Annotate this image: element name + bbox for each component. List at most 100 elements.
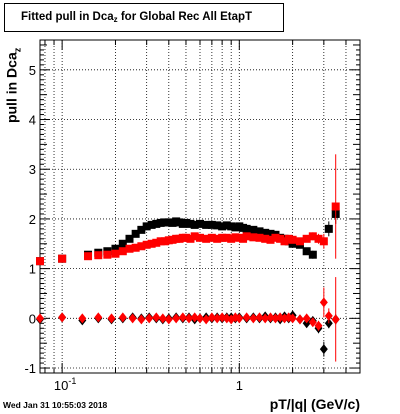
data-point [186, 234, 195, 243]
data-point [213, 313, 222, 324]
data-point [128, 313, 137, 324]
data-point [319, 297, 328, 308]
data-point [36, 257, 44, 266]
y-tick-label: 1 [29, 262, 36, 277]
data-point [295, 237, 304, 246]
data-point [227, 222, 236, 231]
data-point [207, 220, 216, 229]
data-point [308, 232, 317, 241]
data-point [295, 314, 304, 325]
data-point [302, 247, 311, 256]
data-point [255, 312, 264, 323]
data-point [261, 313, 270, 324]
data-point [118, 247, 127, 256]
data-point [158, 313, 167, 324]
data-point [213, 221, 222, 230]
data-point [261, 228, 270, 237]
data-point [331, 314, 340, 325]
data-point [222, 221, 231, 230]
data-point [131, 229, 140, 238]
y-tick-label: 3 [29, 162, 36, 177]
data-point [181, 218, 190, 227]
data-point [271, 233, 280, 242]
data-point [308, 317, 317, 328]
data-point [302, 234, 311, 243]
data-point [196, 233, 204, 242]
y-tick-label: 4 [29, 113, 36, 128]
y-tick-label: 2 [29, 212, 36, 227]
data-point [255, 227, 264, 236]
data-point [118, 312, 127, 323]
data-point [142, 222, 151, 231]
series-3 [36, 277, 340, 362]
data-point [36, 313, 44, 324]
chart-title: Fitted pull in Dcaz for Global Rec All E… [4, 3, 284, 32]
data-point [266, 235, 275, 244]
data-point [94, 312, 103, 323]
data-point [249, 225, 258, 234]
data-point [308, 250, 317, 259]
title-suffix: for Global Rec All EtapT [117, 11, 253, 23]
data-point [288, 235, 297, 244]
data-point [324, 310, 333, 321]
data-point [145, 313, 154, 324]
x-tick-label: 10-1 [54, 376, 76, 393]
timestamp-footer: Wed Jan 31 10:55:03 2018 [3, 400, 108, 410]
data-point [58, 312, 67, 323]
data-point [137, 314, 146, 325]
data-point [235, 313, 244, 324]
data-point [266, 229, 275, 238]
data-point [288, 313, 297, 324]
data-point [131, 243, 140, 252]
data-point [147, 220, 156, 229]
data-point [152, 238, 161, 247]
data-marks [36, 154, 340, 362]
data-point [190, 232, 199, 241]
data-point [156, 237, 165, 246]
data-point [94, 251, 103, 260]
data-point [242, 312, 251, 323]
y-tick-label: 5 [29, 63, 36, 78]
data-point [84, 252, 93, 261]
data-point [207, 312, 216, 323]
data-point [111, 244, 120, 253]
title-subscript: z [113, 15, 118, 24]
y-axis-label-subscript: z [12, 47, 23, 53]
data-point [324, 224, 333, 233]
data-point [202, 234, 211, 243]
y-tick-label: -1 [24, 361, 36, 376]
axis-ticks: 10-1 1 -1 0 1 2 3 4 5 [24, 40, 360, 393]
data-point [261, 234, 270, 243]
data-point [222, 233, 231, 242]
data-point [190, 220, 199, 229]
data-point [172, 313, 181, 324]
data-point [207, 233, 216, 242]
data-point [184, 313, 193, 324]
data-point [276, 234, 285, 243]
data-point [147, 239, 156, 248]
data-point [152, 219, 161, 228]
data-point [314, 320, 323, 331]
data-point [218, 233, 227, 242]
data-point [58, 254, 67, 263]
data-point [202, 314, 211, 325]
data-point [302, 313, 311, 324]
data-point [78, 313, 87, 324]
x-axis-label: pT/|q| (GeV/c) [269, 396, 360, 412]
data-point [156, 218, 165, 227]
data-point [213, 234, 222, 243]
y-axis-label: pull in Dcaz [4, 30, 23, 140]
data-point [266, 312, 275, 323]
x-tick-label: 1 [236, 378, 243, 393]
data-point [125, 244, 134, 253]
data-point [125, 234, 134, 243]
data-point [103, 250, 112, 259]
data-point [190, 312, 199, 323]
data-point [137, 242, 146, 251]
data-point [196, 313, 204, 324]
data-point [186, 219, 195, 228]
data-point [280, 237, 289, 246]
data-point [178, 312, 187, 323]
data-point [164, 314, 173, 325]
data-point [249, 313, 258, 324]
